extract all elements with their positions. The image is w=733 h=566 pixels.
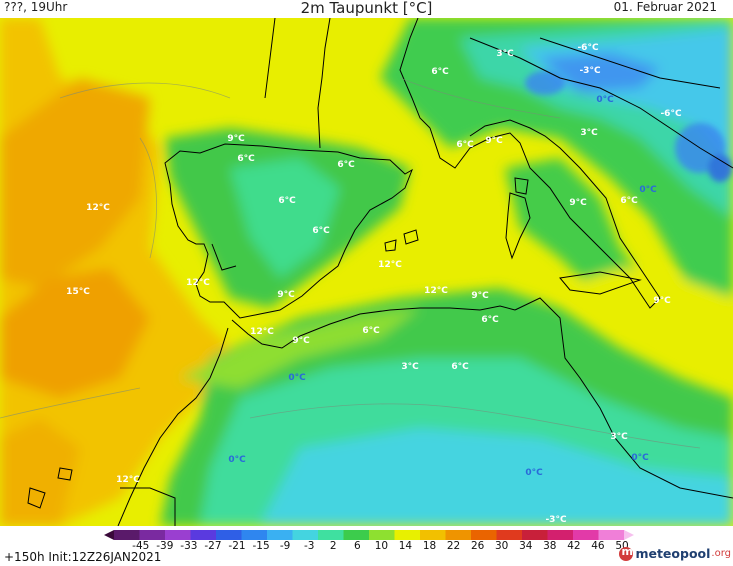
map-label: 6°C (620, 196, 638, 206)
colorbar-tick-label: -45 (132, 540, 150, 552)
colorbar-over-triangle (624, 530, 634, 540)
colorbar-tick-label: 14 (398, 540, 413, 552)
forecast-date-label: 01. Februar 2021 (613, 0, 717, 14)
colorbar-swatch (394, 530, 421, 540)
map-label: 6°C (456, 140, 474, 150)
colorbar-swatch (165, 530, 191, 540)
colorbar-tick-label: 46 (591, 540, 605, 552)
map-label: 12°C (424, 286, 448, 296)
colorbar-tick-label: 26 (470, 540, 485, 552)
map-label: 6°C (237, 154, 255, 164)
colorbar-swatch (216, 530, 242, 540)
colorbar-tick-label: 18 (422, 540, 437, 552)
colorbar-tick-label: 34 (519, 540, 533, 552)
colorbar-swatch (471, 530, 497, 540)
map-label: 6°C (278, 196, 296, 206)
map-label: 9°C (569, 198, 587, 208)
colorbar-tick-label: 10 (374, 540, 389, 552)
colorbar-swatch (267, 530, 293, 540)
map-label: 3°C (496, 49, 514, 59)
map-label: 3°C (610, 432, 628, 442)
colorbar-swatch (241, 530, 268, 540)
colorbar-swatch (139, 530, 166, 540)
map-label: -6°C (577, 43, 599, 53)
map-label: 6°C (451, 362, 469, 372)
colorbar-tick-label: -9 (279, 540, 291, 552)
colorbar-swatch (573, 530, 599, 540)
logo-icon (619, 545, 634, 561)
map-label: 6°C (337, 160, 355, 170)
colorbar-tick-label: -33 (180, 540, 198, 552)
colorbar-under-triangle (104, 530, 114, 540)
map-label: 12°C (86, 203, 110, 213)
colorbar-tick-label: 6 (353, 540, 361, 552)
colorbar-labels: -45 -39 -33 -27 -21 -15 -9 -3 2 6 10 14 18 22 26 30 34 38… (0, 540, 733, 554)
map-title: 2m Taupunkt [°C] (300, 0, 433, 17)
colorbar-swatch (190, 530, 217, 540)
map-label: 9°C (471, 291, 489, 301)
dewpoint-field (0, 17, 733, 527)
meteopool-logo[interactable]: meteopool.org (619, 545, 731, 561)
map-label: 0°C (228, 455, 246, 465)
init-time-label: +150h Init:12Z26JAN2021 (4, 550, 162, 564)
colorbar-tick-label: -27 (204, 540, 222, 552)
colorbar-swatch (343, 530, 370, 540)
map-label: 9°C (277, 290, 295, 300)
colorbar-swatch (420, 530, 446, 540)
colorbar-tick-label: -39 (156, 540, 174, 552)
colorbar-swatch (547, 530, 574, 540)
map-label: -3°C (579, 66, 601, 76)
map-label: 9°C (653, 296, 671, 306)
colorbar-swatch (445, 530, 472, 540)
colorbar-swatch (522, 530, 548, 540)
map-label: 6°C (362, 326, 380, 336)
dewpoint-map: 3°C -6°C -3°C 6°C 0°C -6°C 9°C 6°C 6°C 3… (0, 17, 733, 527)
map-label: 9°C (485, 136, 503, 146)
map-label: 3°C (580, 128, 598, 138)
map-label: 12°C (250, 327, 274, 337)
map-label: 12°C (378, 260, 402, 270)
colorbar-swatch (496, 530, 523, 540)
map-label: 0°C (288, 373, 306, 383)
logo-text: meteopool (635, 546, 711, 561)
colorbar-tick-label: 22 (446, 540, 461, 552)
colorbar (104, 530, 634, 540)
header-bar: ???, 19Uhr 2m Taupunkt [°C] 01. Februar … (0, 0, 733, 18)
forecast-time-label: ???, 19Uhr (4, 0, 68, 14)
map-label: 6°C (312, 226, 330, 236)
logo-suffix: .org (711, 548, 731, 559)
colorbar-tick-label: 38 (543, 540, 557, 552)
map-label: 0°C (631, 453, 649, 463)
colorbar-tick-label: 30 (495, 540, 509, 552)
colorbar-tick-label: -21 (228, 540, 246, 552)
colorbar-tick-label: -15 (252, 540, 270, 552)
map-label: 12°C (186, 278, 210, 288)
map-label: 6°C (481, 315, 499, 325)
map-label: 3°C (401, 362, 419, 372)
map-label: 0°C (525, 468, 543, 478)
map-label: 6°C (431, 67, 449, 77)
map-label: 0°C (596, 95, 614, 105)
colorbar-tick-label: 42 (567, 540, 581, 552)
colorbar-swatch (369, 530, 395, 540)
colorbar-swatch (318, 530, 344, 540)
map-label: 0°C (639, 185, 657, 195)
colorbar-swatch (292, 530, 319, 540)
colorbar-tick-label: -3 (303, 540, 315, 552)
map-label: -6°C (660, 109, 682, 119)
map-label: 15°C (66, 287, 90, 297)
map-label: 9°C (292, 336, 310, 346)
colorbar-tick-label: 2 (329, 540, 337, 552)
colorbar-swatch (598, 530, 625, 540)
map-label: 9°C (227, 134, 245, 144)
map-label: 12°C (116, 475, 140, 485)
map-label: -3°C (545, 515, 567, 525)
colorbar-swatch (114, 530, 140, 540)
